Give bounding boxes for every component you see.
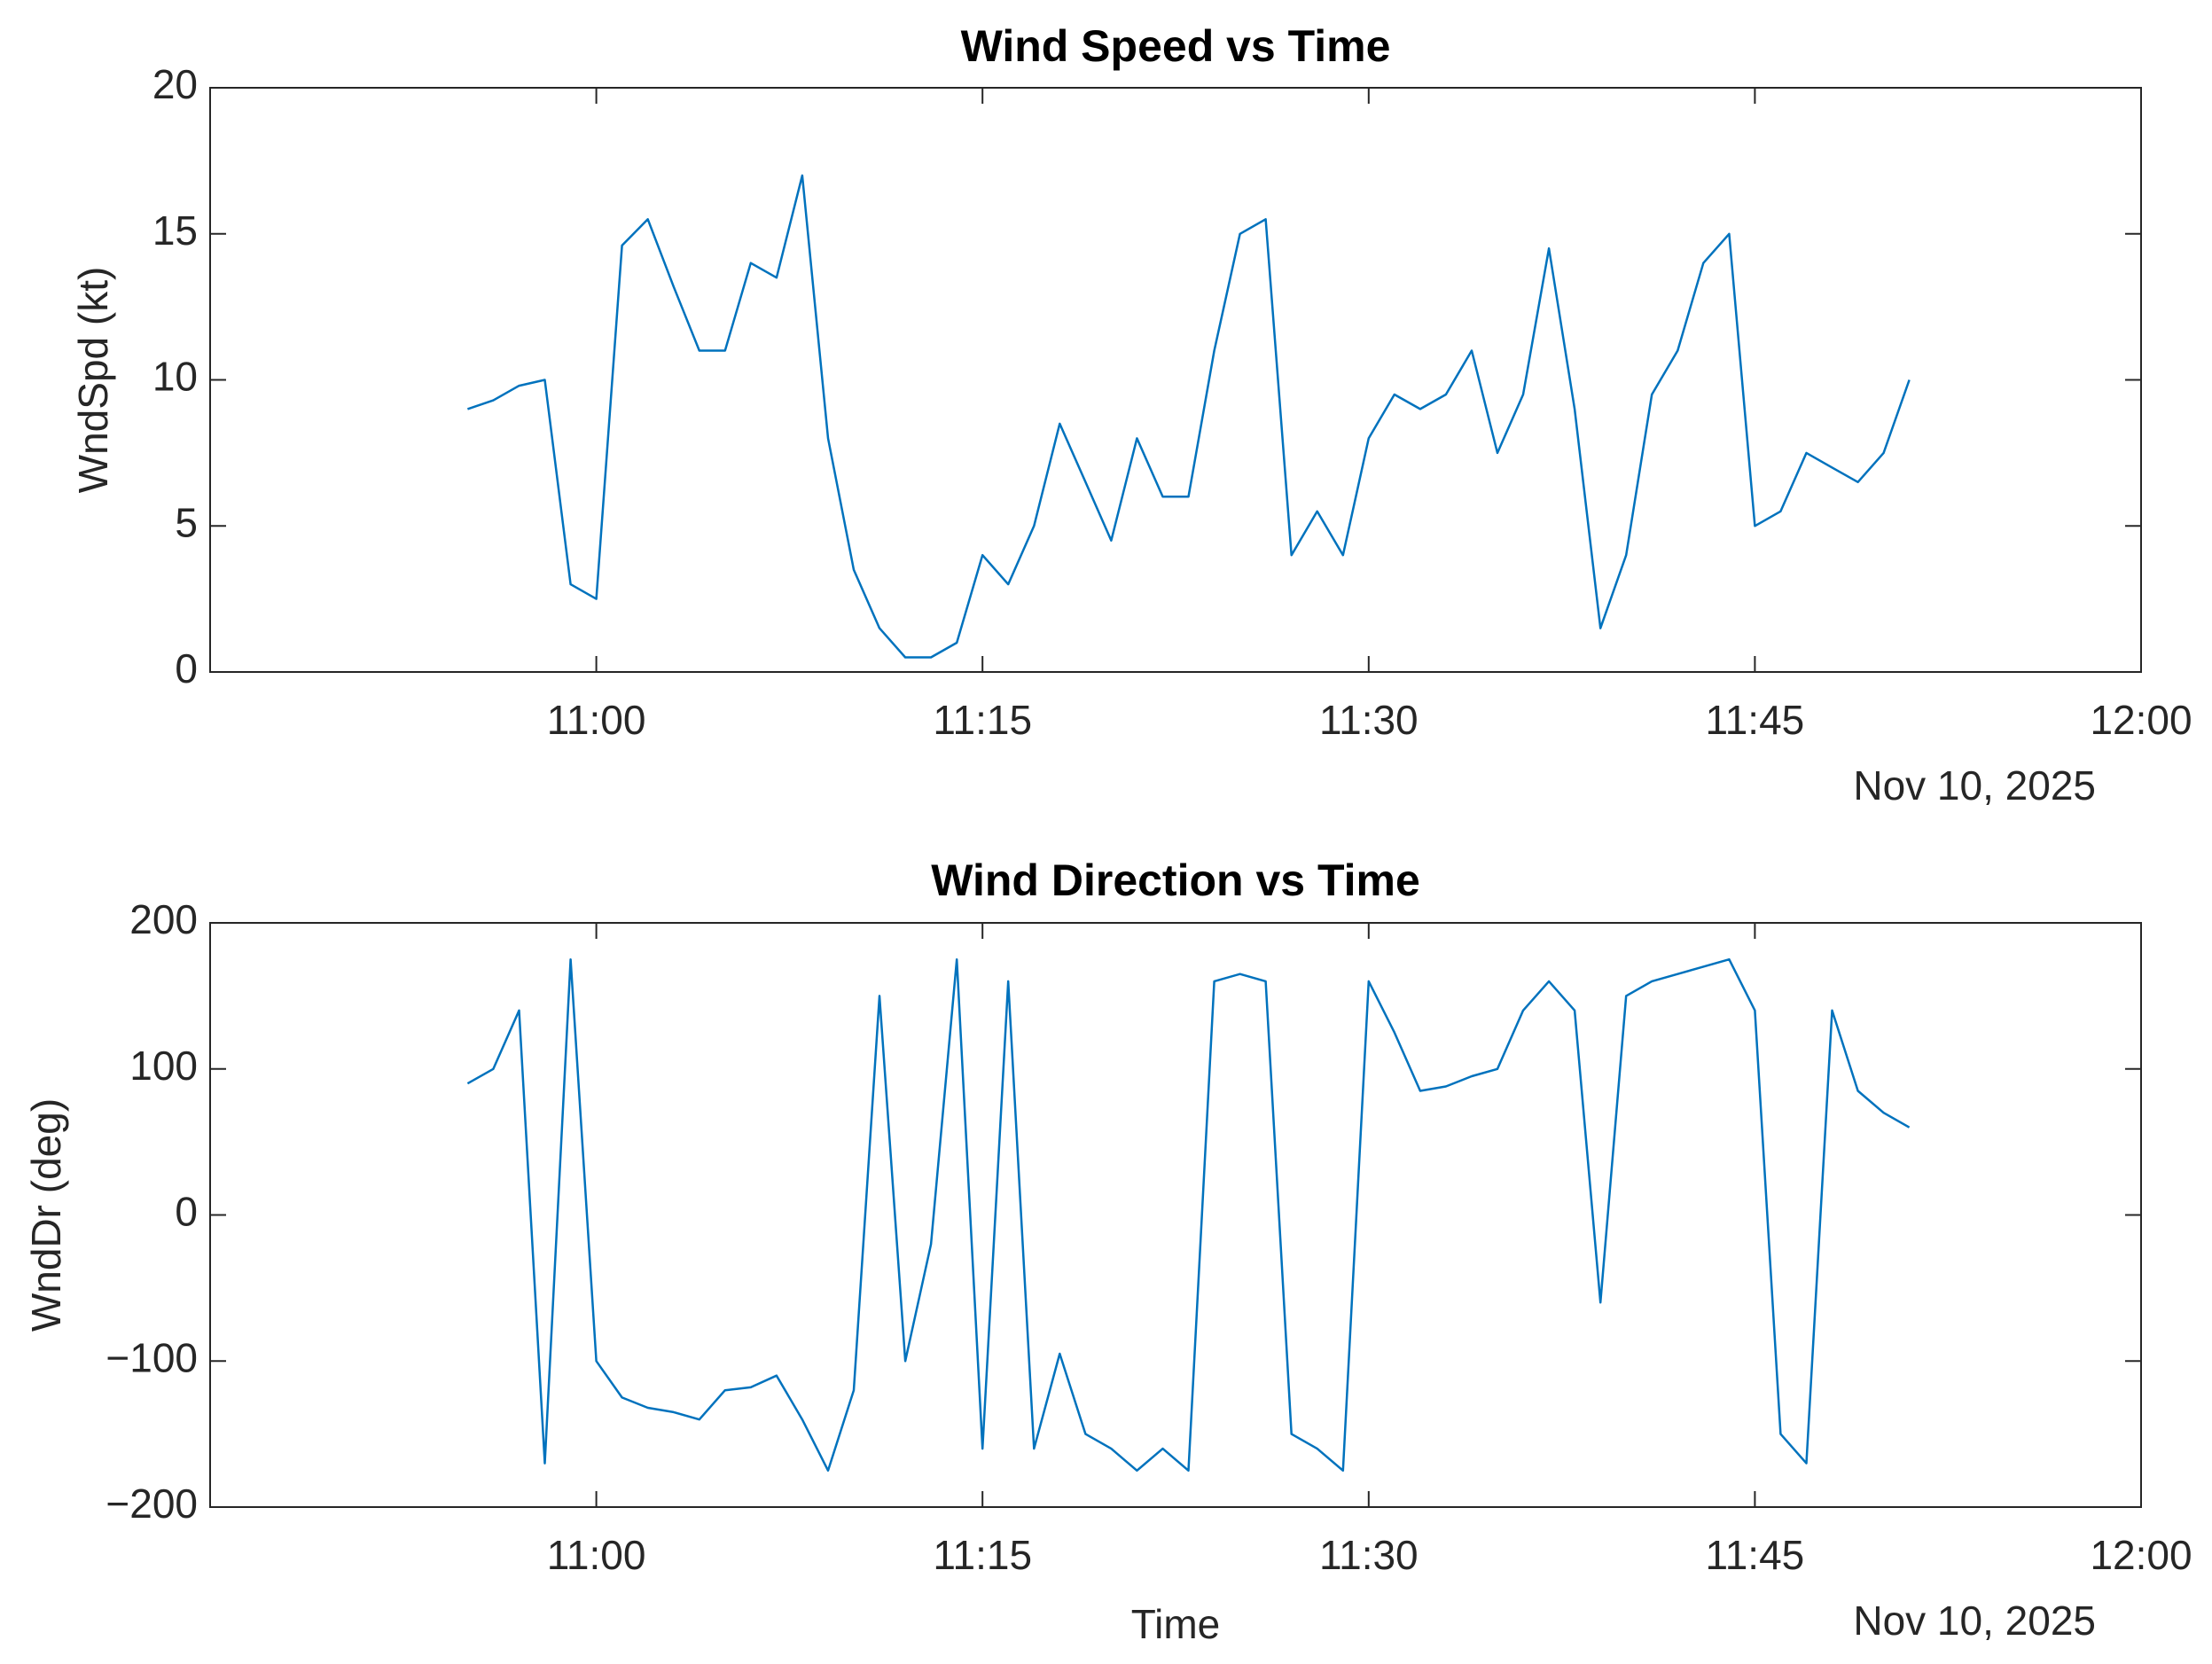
y-tick-label: 20 (152, 61, 198, 107)
x-tick-label: 11:00 (547, 697, 646, 743)
y-tick-label: 15 (152, 207, 198, 254)
data-line (466, 957, 1911, 1473)
y-axis-label: WndDr (deg) (23, 1098, 69, 1332)
y-tick-label: 5 (175, 499, 198, 545)
x-axis-label: Time (1131, 1601, 1221, 1647)
y-tick-label: 0 (175, 645, 198, 691)
y-tick-label: 200 (129, 896, 198, 942)
y-tick-label: −100 (106, 1334, 198, 1380)
x-tick-label: 12:00 (2090, 1532, 2192, 1578)
y-tick-label: 10 (152, 354, 198, 400)
x-axis-note: Nov 10, 2025 (1853, 762, 2096, 809)
x-tick-label: 11:15 (933, 697, 1032, 743)
x-tick-label: 11:15 (933, 1532, 1032, 1578)
y-tick-label: 100 (129, 1043, 198, 1089)
x-tick-label: 11:00 (547, 1532, 646, 1578)
axes-box (209, 87, 2142, 673)
x-tick-label: 12:00 (2090, 697, 2192, 743)
y-tick-label: −200 (106, 1480, 198, 1527)
chart-title: Wind Speed vs Time (961, 21, 1391, 71)
x-tick-label: 11:30 (1319, 697, 1419, 743)
chart-title: Wind Direction vs Time (931, 855, 1420, 905)
x-axis-note: Nov 10, 2025 (1853, 1598, 2096, 1644)
x-tick-label: 11:30 (1319, 1532, 1419, 1578)
x-tick-label: 11:45 (1706, 1532, 1805, 1578)
y-axis-label: WndSpd (kt) (70, 267, 116, 494)
x-tick-label: 11:45 (1706, 697, 1805, 743)
data-line (466, 174, 1911, 659)
axes-box (209, 922, 2142, 1508)
y-tick-label: 0 (175, 1189, 198, 1235)
